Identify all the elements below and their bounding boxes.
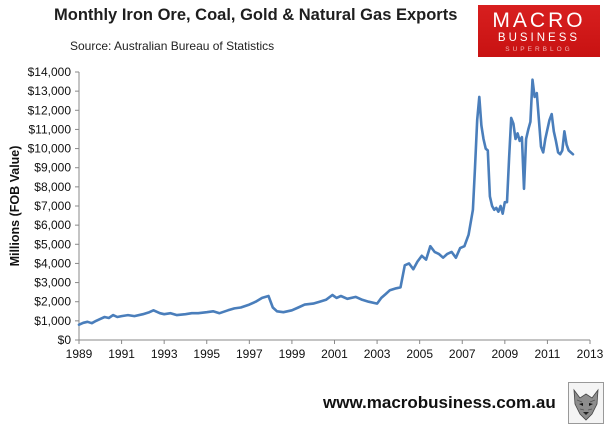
y-tick-label: $4,000 [34,256,71,270]
y-tick-label: $3,000 [34,276,71,290]
y-tick-label: $6,000 [34,218,71,232]
y-tick-label: $14,000 [28,65,72,79]
x-axis-ticks: 1989 1991 1993 1995 1997 1999 2001 2003 2005 2007… [66,340,604,361]
x-tick-label: 1989 [66,347,93,361]
y-tick-label: $9,000 [34,161,71,175]
y-tick-label: $7,000 [34,199,71,213]
y-tick-label: $8,000 [34,180,71,194]
x-tick-label: 2009 [491,347,518,361]
x-tick-label: 2005 [406,347,433,361]
source-note: Source: Australian Bureau of Statistics [70,39,275,53]
logo-line-macro: MACRO [492,9,586,32]
y-tick-label: $12,000 [28,103,72,117]
wolf-icon [568,382,604,424]
x-tick-label: 1999 [279,347,306,361]
x-tick-label: 1997 [236,347,263,361]
x-tick-label: 1991 [108,347,135,361]
chart-title: Monthly Iron Ore, Coal, Gold & Natural G… [54,6,458,24]
y-tick-label: $1,000 [34,314,71,328]
logo-line-superblog: SUPERBLOG [505,46,573,53]
y-axis-ticks: $0 $1,000 $2,000 $3,000 $4,000 $5,000 $6,000 $7… [28,65,79,347]
x-tick-label: 2011 [535,347,561,361]
macrobusiness-logo[interactable]: MACRO BUSINESS SUPERBLOG [478,5,600,57]
y-tick-label: $5,000 [34,237,71,251]
x-tick-label: 2007 [449,347,476,361]
plot-area [77,78,575,327]
x-tick-label: 2001 [321,347,348,361]
series-line-exports [77,78,575,327]
y-tick-label: $11,000 [29,122,72,136]
y-tick-label: $2,000 [34,295,71,309]
x-tick-label: 2003 [364,347,391,361]
y-axis-label: Millions (FOB Value) [8,146,22,267]
y-tick-label: $0 [58,333,72,347]
y-tick-label: $10,000 [28,142,72,156]
x-tick-label: 1993 [151,347,178,361]
chart-axes [78,72,590,341]
logo-line-business: BUSINESS [497,32,581,44]
x-tick-label: 1995 [193,347,220,361]
y-tick-label: $13,000 [28,84,72,98]
website-url[interactable]: www.macrobusiness.com.au [323,393,556,412]
x-tick-label: 2013 [577,347,604,361]
